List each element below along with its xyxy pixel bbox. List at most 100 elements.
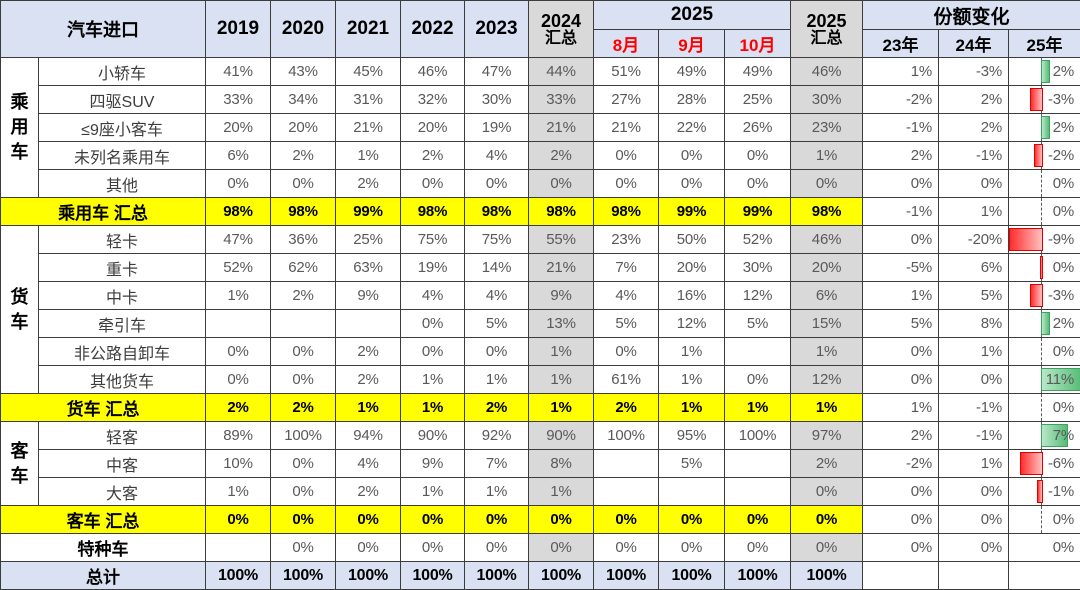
cell[interactable]: 2%	[335, 169, 401, 198]
cell[interactable]: 0%	[658, 505, 725, 534]
cell[interactable]: 1%	[862, 393, 940, 422]
cell[interactable]: -1%	[938, 141, 1010, 170]
cell[interactable]: 20%	[400, 113, 465, 142]
cell[interactable]: 1%	[658, 393, 725, 422]
group-label[interactable]: 货 车	[0, 225, 39, 394]
cell[interactable]	[862, 561, 940, 590]
cell[interactable]: 0%	[862, 505, 940, 534]
cell[interactable]: 2%	[464, 393, 529, 422]
cell[interactable]: 1%	[205, 477, 271, 506]
row-label[interactable]: 四驱SUV	[38, 85, 206, 114]
row-label[interactable]: 中客	[38, 449, 206, 478]
cell[interactable]: 0%	[862, 169, 940, 198]
cell[interactable]	[938, 561, 1010, 590]
cell[interactable]: 100%	[205, 561, 271, 590]
cell[interactable]: 1%	[400, 365, 465, 394]
cell[interactable]: 2%	[270, 141, 336, 170]
cell[interactable]: 0%	[593, 337, 659, 366]
cell[interactable]: 0%	[464, 533, 529, 562]
cell[interactable]: 21%	[593, 113, 659, 142]
cell[interactable]: 98%	[790, 197, 864, 226]
row-label[interactable]: 客车 汇总	[0, 505, 206, 534]
cell[interactable]: 0%	[790, 533, 864, 562]
cell[interactable]: 19%	[400, 253, 465, 282]
cell[interactable]: 25%	[335, 225, 401, 254]
cell[interactable]	[1008, 561, 1080, 590]
cell[interactable]: 1%	[400, 477, 465, 506]
cell[interactable]: 8%	[938, 309, 1010, 338]
row-label[interactable]: 大客	[38, 477, 206, 506]
cell[interactable]: 90%	[528, 421, 594, 450]
cell[interactable]: 0%	[790, 505, 864, 534]
cell[interactable]: 5%	[862, 309, 940, 338]
cell[interactable]: 21%	[335, 113, 401, 142]
row-label[interactable]: 非公路自卸车	[38, 337, 206, 366]
cell[interactable]: 34%	[270, 85, 336, 114]
cell[interactable]: 1%	[528, 477, 594, 506]
cell[interactable]: 98%	[528, 197, 594, 226]
cell[interactable]: 46%	[400, 57, 465, 86]
cell[interactable]: 0%	[1008, 393, 1080, 422]
cell[interactable]: 0%	[464, 505, 529, 534]
cell[interactable]: 13%	[528, 309, 594, 338]
header-share-25[interactable]: 25年	[1008, 29, 1080, 58]
row-label[interactable]: 轻卡	[38, 225, 206, 254]
cell[interactable]: 26%	[723, 113, 792, 142]
cell[interactable]: 1%	[528, 337, 594, 366]
cell[interactable]: 52%	[205, 253, 271, 282]
cell[interactable]: 0%	[593, 169, 659, 198]
cell[interactable]: 31%	[335, 85, 401, 114]
cell[interactable]: 100%	[400, 561, 465, 590]
cell[interactable]: 1%	[464, 365, 529, 394]
cell[interactable]: 0%	[205, 505, 271, 534]
cell[interactable]: -9%	[1008, 225, 1080, 254]
cell[interactable]: 100%	[335, 561, 401, 590]
cell[interactable]: 2%	[938, 113, 1010, 142]
cell[interactable]: 61%	[593, 365, 659, 394]
cell[interactable]: 30%	[464, 85, 529, 114]
header-2021[interactable]: 2021	[335, 0, 401, 58]
cell[interactable]	[335, 309, 401, 338]
cell[interactable]: 11%	[1008, 365, 1080, 394]
cell[interactable]: 100%	[658, 561, 725, 590]
cell[interactable]: 9%	[335, 281, 401, 310]
cell[interactable]: 30%	[723, 253, 792, 282]
cell[interactable]: 2%	[335, 337, 401, 366]
cell[interactable]: 0%	[400, 533, 465, 562]
cell[interactable]: 12%	[658, 309, 725, 338]
cell[interactable]: 5%	[593, 309, 659, 338]
cell[interactable]: 0%	[335, 533, 401, 562]
cell[interactable]: -2%	[862, 85, 940, 114]
cell[interactable]: 0%	[723, 505, 792, 534]
cell[interactable]: 4%	[464, 141, 529, 170]
cell[interactable]: 20%	[205, 113, 271, 142]
cell[interactable]: 46%	[790, 57, 864, 86]
cell[interactable]: 1%	[938, 197, 1010, 226]
cell[interactable]: -3%	[1008, 281, 1080, 310]
cell[interactable]: 9%	[400, 449, 465, 478]
cell[interactable]: 0%	[400, 309, 465, 338]
cell[interactable]	[205, 309, 271, 338]
cell[interactable]: -1%	[938, 393, 1010, 422]
cell[interactable]: 5%	[723, 309, 792, 338]
cell[interactable]: 1%	[658, 365, 725, 394]
cell[interactable]: 100%	[723, 421, 792, 450]
cell[interactable]: 2%	[790, 449, 864, 478]
cell[interactable]: 0%	[400, 169, 465, 198]
cell[interactable]: 2%	[1008, 309, 1080, 338]
row-label[interactable]: 牵引车	[38, 309, 206, 338]
header-2024-total[interactable]: 2024 汇总	[528, 0, 594, 58]
cell[interactable]: -2%	[1008, 141, 1080, 170]
cell[interactable]: 7%	[593, 253, 659, 282]
cell[interactable]: 0%	[1008, 505, 1080, 534]
cell[interactable]: 0%	[1008, 169, 1080, 198]
cell[interactable]: 1%	[205, 281, 271, 310]
cell[interactable]: 0%	[270, 365, 336, 394]
cell[interactable]: 0%	[723, 141, 792, 170]
cell[interactable]: 97%	[790, 421, 864, 450]
cell[interactable]: 8%	[528, 449, 594, 478]
cell[interactable]: 98%	[270, 197, 336, 226]
cell[interactable]: 98%	[205, 197, 271, 226]
cell[interactable]: 1%	[790, 141, 864, 170]
cell[interactable]: -2%	[862, 449, 940, 478]
